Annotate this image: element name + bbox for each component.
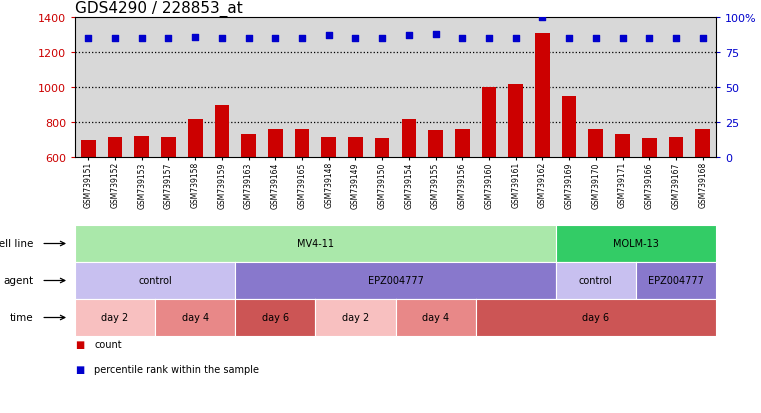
Point (216, 36, 228, 42)
Text: ■: ■ (75, 364, 84, 374)
Bar (402, 119, 416, 158)
Bar (188, 120, 202, 158)
Text: control: control (139, 276, 172, 286)
Point (510, 36, 522, 42)
Bar (428, 131, 443, 158)
Text: EPZ004777: EPZ004777 (368, 276, 423, 286)
Bar (135, 137, 149, 158)
Bar (241, 135, 256, 158)
Text: day 6: day 6 (582, 313, 610, 323)
Point (537, 14, 549, 21)
Text: MOLM-13: MOLM-13 (613, 239, 659, 249)
Bar (108, 138, 123, 158)
Bar (615, 135, 630, 158)
Point (109, 36, 121, 42)
Point (643, 36, 655, 42)
Text: agent: agent (4, 276, 33, 286)
Point (590, 36, 602, 42)
Bar (669, 138, 683, 158)
Point (82, 36, 94, 42)
Point (376, 36, 388, 42)
Point (243, 36, 255, 42)
Point (670, 36, 682, 42)
Text: time: time (10, 313, 33, 323)
Point (296, 36, 308, 42)
Bar (508, 84, 523, 158)
Text: day 2: day 2 (101, 313, 129, 323)
Text: count: count (94, 339, 122, 349)
Point (456, 36, 468, 42)
Bar (562, 97, 576, 158)
Bar (535, 34, 549, 158)
Point (269, 36, 282, 42)
Point (563, 36, 575, 42)
Bar (375, 138, 390, 158)
Text: EPZ004777: EPZ004777 (648, 276, 704, 286)
Point (429, 31, 441, 38)
Point (349, 36, 361, 42)
Bar (696, 130, 710, 158)
Point (135, 36, 148, 42)
Text: day 4: day 4 (182, 313, 209, 323)
Point (403, 33, 415, 39)
Text: day 2: day 2 (342, 313, 369, 323)
Text: control: control (579, 276, 613, 286)
Bar (321, 138, 336, 158)
Bar (482, 88, 496, 158)
Text: day 6: day 6 (262, 313, 289, 323)
Point (189, 34, 201, 41)
Bar (348, 138, 363, 158)
Bar (81, 140, 96, 158)
Text: ■: ■ (75, 339, 84, 349)
Bar (455, 130, 470, 158)
Point (162, 36, 174, 42)
Point (483, 36, 495, 42)
Bar (642, 138, 657, 158)
Point (616, 36, 629, 42)
Text: MV4-11: MV4-11 (297, 239, 334, 249)
Text: day 4: day 4 (422, 313, 449, 323)
Point (323, 33, 335, 39)
Text: cell line: cell line (0, 239, 33, 249)
Point (696, 36, 708, 42)
Bar (215, 106, 229, 158)
Bar (295, 130, 310, 158)
Text: percentile rank within the sample: percentile rank within the sample (94, 364, 259, 374)
Text: GDS4290 / 228853_at: GDS4290 / 228853_at (75, 0, 243, 17)
Bar (161, 138, 176, 158)
Bar (588, 130, 603, 158)
Bar (268, 130, 282, 158)
